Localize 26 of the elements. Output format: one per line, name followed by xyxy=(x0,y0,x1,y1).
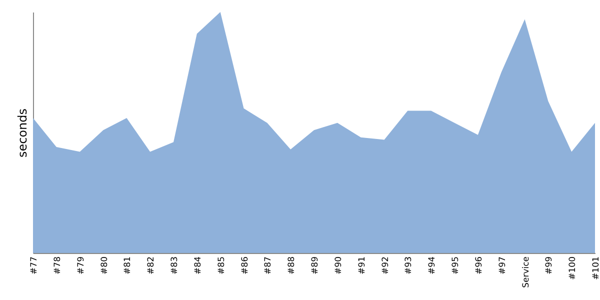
x-tick-label: #91 xyxy=(357,256,368,274)
x-tick-label: #97 xyxy=(498,256,508,274)
x-tick-label: #77 xyxy=(30,256,40,274)
x-tick-label: #78 xyxy=(52,256,63,274)
x-tick-label: #84 xyxy=(193,256,204,274)
x-tick-label: #89 xyxy=(310,256,320,274)
x-tick-label: #82 xyxy=(146,256,157,274)
x-tick-label: #90 xyxy=(334,256,344,274)
x-tick-label: #92 xyxy=(380,256,391,274)
x-tick-label: #99 xyxy=(544,256,555,274)
x-tick-label: #79 xyxy=(76,256,86,274)
x-tick-label: #96 xyxy=(474,256,484,274)
x-tick-label: #93 xyxy=(404,256,414,274)
x-tick-label: #101 xyxy=(592,256,600,280)
x-tick-label: #100 xyxy=(568,256,578,280)
x-tick-label: #94 xyxy=(428,256,438,274)
x-tick-label: #87 xyxy=(264,256,274,274)
x-tick-label: #83 xyxy=(170,256,180,274)
x-tick-label: #85 xyxy=(216,256,227,274)
x-tick-label: Service xyxy=(521,256,532,288)
x-tick-label: #86 xyxy=(240,256,250,274)
x-tick-label: #81 xyxy=(123,256,134,274)
x-tick-label: #88 xyxy=(287,256,298,274)
x-tick-label: #95 xyxy=(451,256,461,274)
y-axis-title: seconds xyxy=(16,108,30,158)
x-tick-label: #80 xyxy=(100,256,110,274)
